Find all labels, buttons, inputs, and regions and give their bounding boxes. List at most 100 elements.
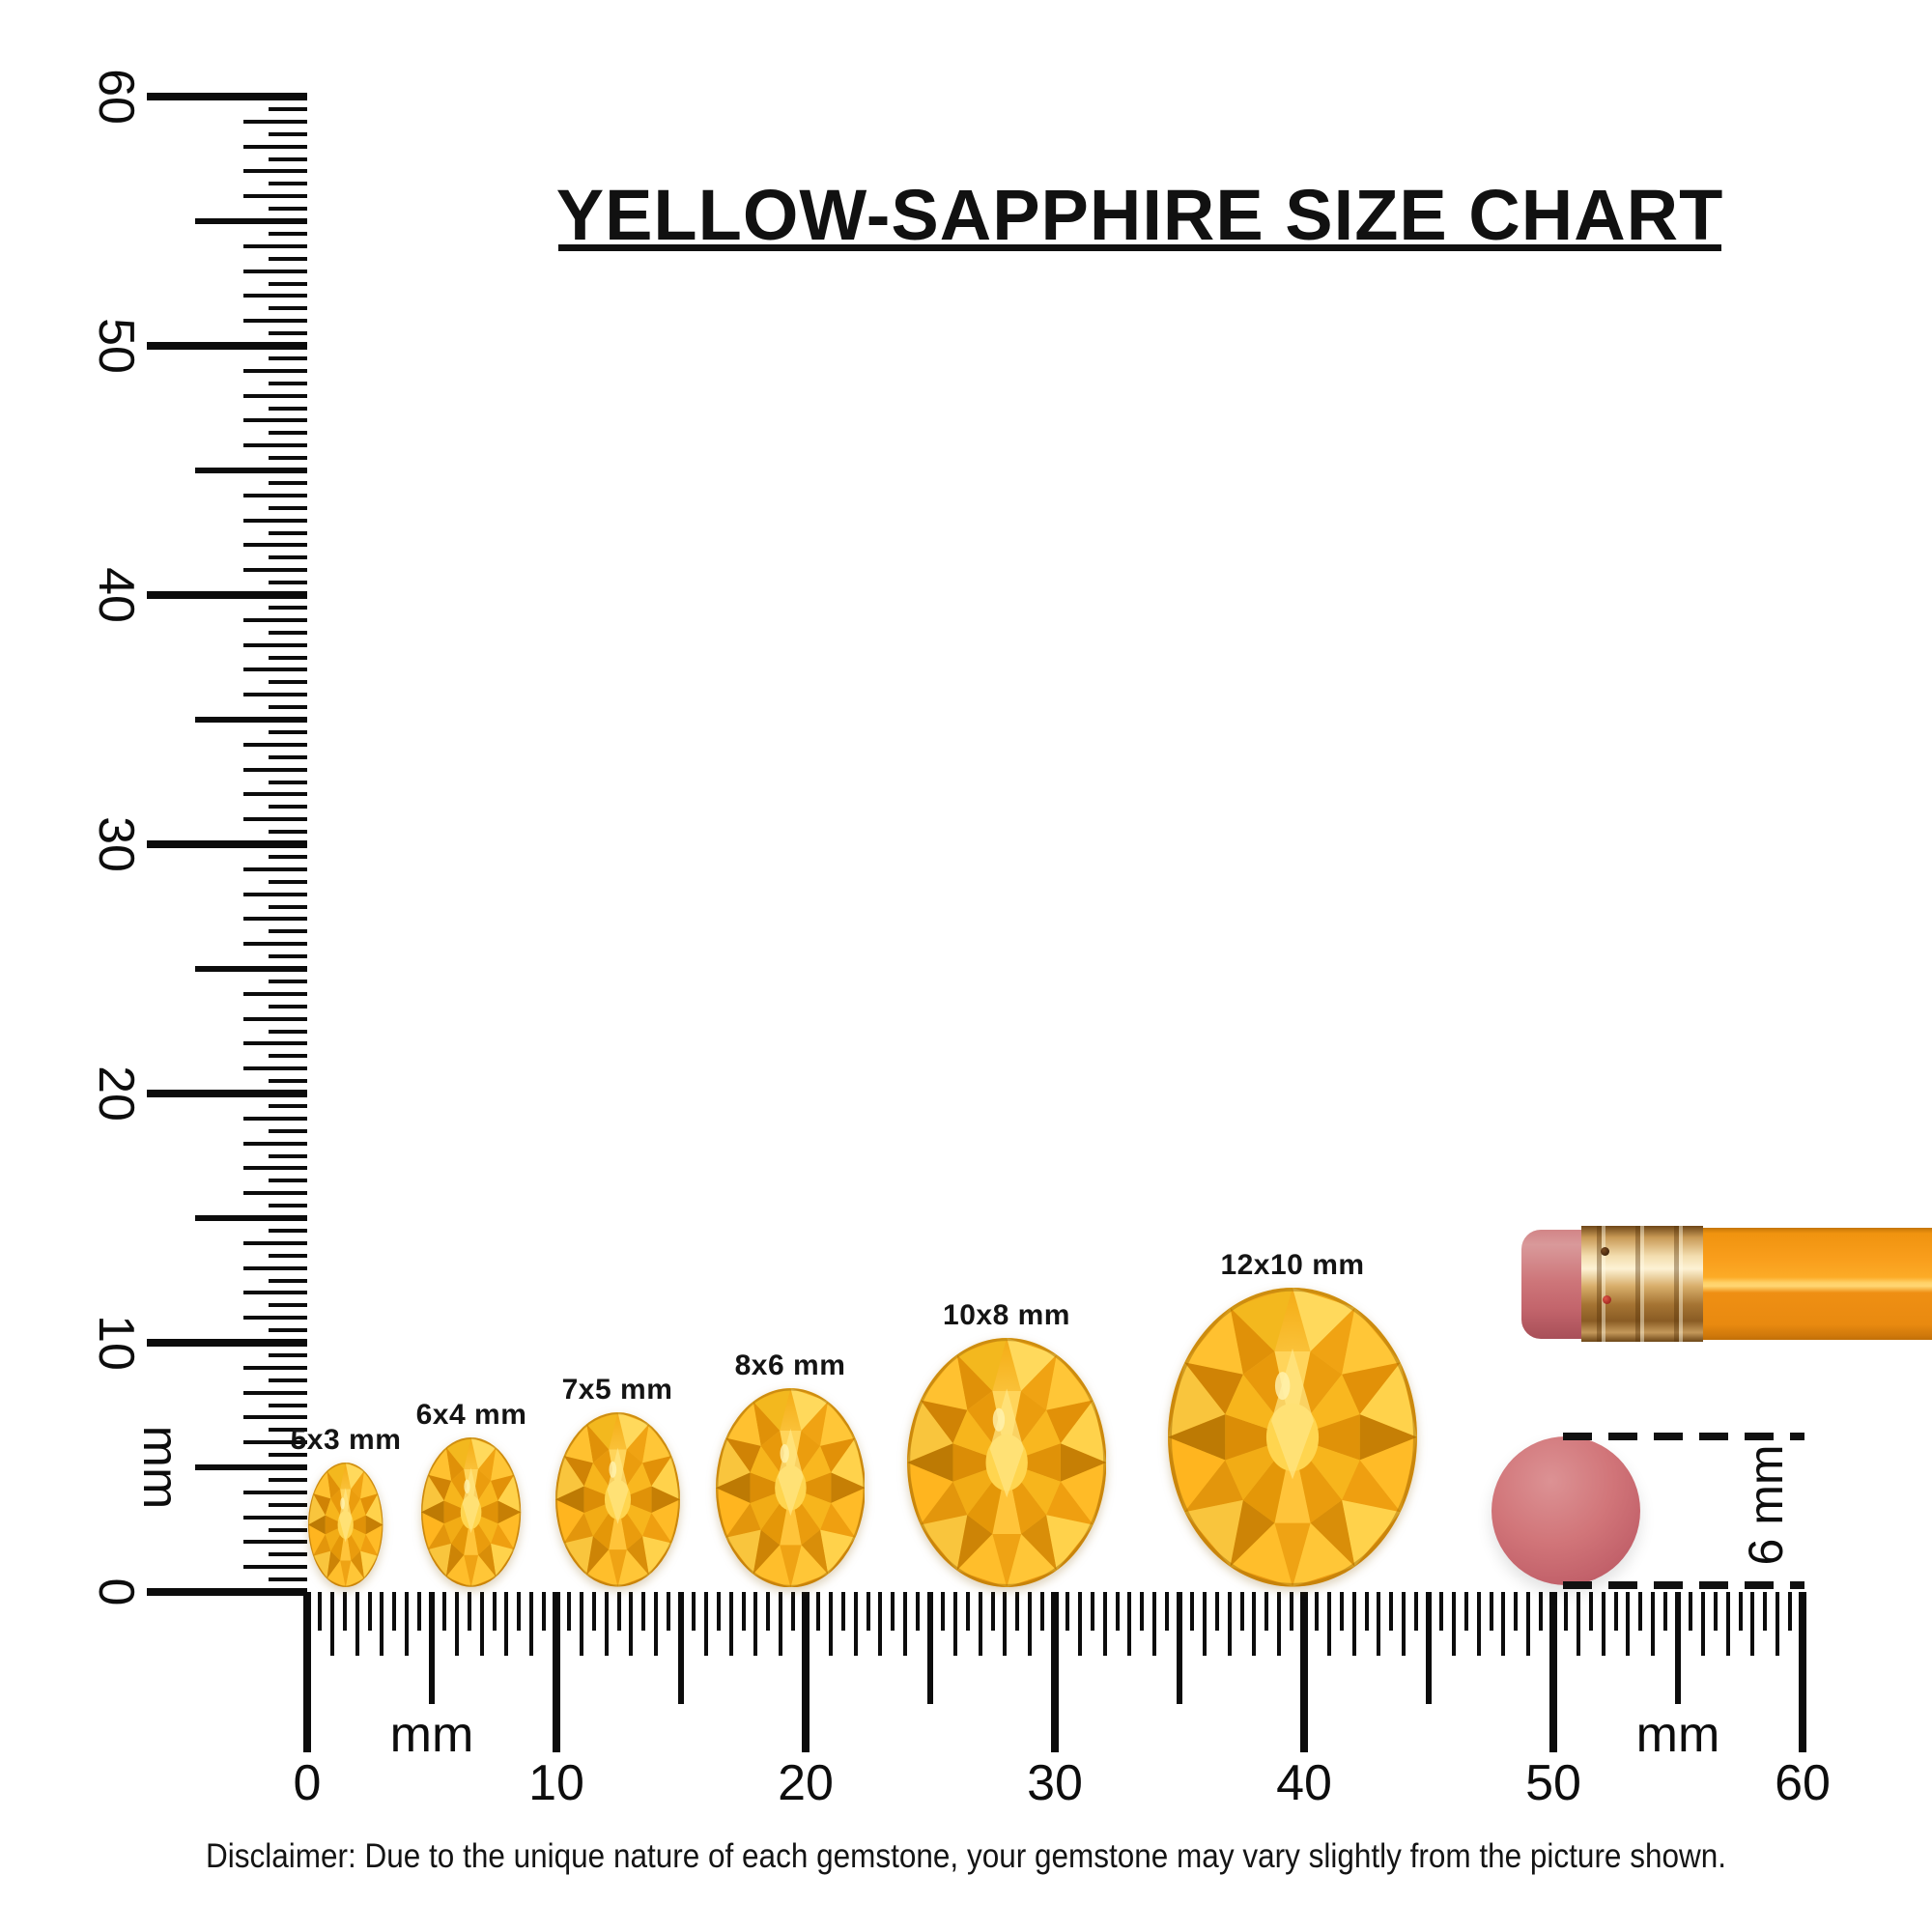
h-ruler-tick	[741, 1592, 746, 1631]
h-ruler-tick	[654, 1592, 659, 1656]
v-ruler-tick	[269, 1552, 307, 1557]
v-ruler-tick	[269, 456, 307, 461]
v-ruler-tick	[269, 1303, 307, 1308]
v-ruler-tick	[147, 1339, 307, 1347]
v-ruler-number: 40	[88, 567, 144, 623]
v-ruler-tick	[269, 231, 307, 236]
h-ruler-tick	[303, 1592, 311, 1752]
h-ruler-tick	[1300, 1592, 1308, 1752]
v-ruler-tick	[269, 1253, 307, 1258]
h-ruler-tick	[1051, 1592, 1059, 1752]
h-ruler-unit-label-right: mm	[1635, 1707, 1720, 1763]
h-ruler-tick	[678, 1592, 684, 1704]
h-ruler-tick	[1549, 1592, 1557, 1752]
v-ruler-tick	[243, 1415, 307, 1420]
ferrule-crimp-dot	[1601, 1247, 1609, 1256]
h-ruler-tick	[1239, 1592, 1244, 1631]
h-ruler-tick	[517, 1592, 522, 1631]
v-ruler-tick	[269, 879, 307, 884]
h-ruler-tick	[1601, 1592, 1605, 1656]
h-ruler-tick	[1588, 1592, 1593, 1631]
v-ruler-tick	[243, 817, 307, 822]
v-ruler-tick	[243, 642, 307, 647]
h-ruler-tick	[542, 1592, 547, 1631]
h-ruler-tick	[728, 1592, 733, 1656]
v-ruler-tick	[269, 207, 307, 212]
gem-size-label: 6x4 mm	[415, 1399, 527, 1432]
h-ruler-tick	[1763, 1592, 1768, 1631]
gem-oval-icon	[554, 1412, 680, 1587]
v-ruler-tick	[269, 1278, 307, 1283]
v-ruler-tick	[243, 1116, 307, 1121]
v-ruler-tick	[195, 1464, 307, 1470]
h-ruler-tick	[441, 1592, 446, 1631]
v-ruler-number: 0	[88, 1577, 144, 1606]
h-ruler-tick	[355, 1592, 359, 1656]
v-ruler-tick	[243, 1291, 307, 1295]
v-ruler-tick	[243, 194, 307, 199]
h-ruler-tick	[1663, 1592, 1668, 1631]
h-ruler-tick	[1402, 1592, 1406, 1656]
h-ruler-tick	[815, 1592, 820, 1631]
h-ruler-tick	[1576, 1592, 1580, 1656]
v-ruler-tick	[269, 381, 307, 385]
v-ruler-tick	[243, 294, 307, 298]
v-ruler-tick	[243, 767, 307, 772]
v-ruler-tick	[269, 281, 307, 286]
v-ruler-tick	[243, 1240, 307, 1245]
v-ruler-tick	[195, 717, 307, 723]
h-ruler-tick	[828, 1592, 833, 1656]
h-ruler-tick	[1476, 1592, 1481, 1656]
v-ruler-tick	[243, 1191, 307, 1196]
v-ruler-tick	[243, 742, 307, 747]
h-ruler-tick	[878, 1592, 883, 1656]
v-ruler-tick	[243, 119, 307, 124]
v-ruler-tick	[243, 243, 307, 248]
h-ruler-tick	[1115, 1592, 1120, 1631]
h-ruler-tick	[840, 1592, 845, 1631]
h-ruler-tick	[703, 1592, 708, 1656]
h-ruler-tick	[1314, 1592, 1319, 1631]
h-ruler-tick	[1738, 1592, 1743, 1631]
v-ruler-number: 10	[88, 1315, 144, 1371]
h-ruler-tick	[1177, 1592, 1182, 1704]
gem-oval-icon	[308, 1463, 384, 1587]
v-ruler-tick	[243, 144, 307, 149]
v-ruler-unit-label: mm	[132, 1425, 188, 1510]
v-ruler-tick	[269, 680, 307, 685]
gem-oval-icon	[1168, 1288, 1417, 1587]
h-ruler-tick	[529, 1592, 534, 1656]
h-ruler-tick	[616, 1592, 621, 1631]
h-ruler-tick	[1613, 1592, 1618, 1631]
h-ruler-tick	[479, 1592, 484, 1656]
v-ruler-tick	[269, 954, 307, 959]
pencil-eraser	[1521, 1230, 1583, 1339]
h-ruler-tick	[579, 1592, 583, 1656]
h-ruler-tick	[990, 1592, 995, 1631]
v-ruler-tick	[243, 1440, 307, 1445]
h-ruler-tick	[604, 1592, 609, 1656]
v-ruler-tick	[243, 1166, 307, 1171]
v-ruler-tick	[269, 1204, 307, 1208]
v-ruler-tick	[243, 493, 307, 497]
h-ruler-tick	[753, 1592, 758, 1656]
h-ruler-tick	[791, 1592, 796, 1631]
v-ruler-tick	[243, 1041, 307, 1046]
v-ruler-tick	[243, 319, 307, 324]
h-ruler-tick	[429, 1592, 435, 1704]
h-ruler-tick	[1140, 1592, 1145, 1631]
v-ruler-tick	[269, 1004, 307, 1009]
v-ruler-tick	[243, 892, 307, 896]
gem-size-label: 12x10 mm	[1220, 1249, 1365, 1282]
h-ruler-tick	[1252, 1592, 1257, 1656]
v-ruler-tick	[243, 1016, 307, 1021]
h-ruler-tick	[1065, 1592, 1069, 1631]
h-ruler-tick	[965, 1592, 970, 1631]
h-ruler-tick	[802, 1592, 810, 1752]
v-ruler-tick	[243, 1490, 307, 1494]
v-ruler-tick	[269, 256, 307, 261]
h-ruler-tick	[1090, 1592, 1094, 1631]
v-ruler-tick	[269, 581, 307, 585]
h-ruler-number: 50	[1525, 1755, 1581, 1811]
h-ruler-tick	[467, 1592, 471, 1631]
